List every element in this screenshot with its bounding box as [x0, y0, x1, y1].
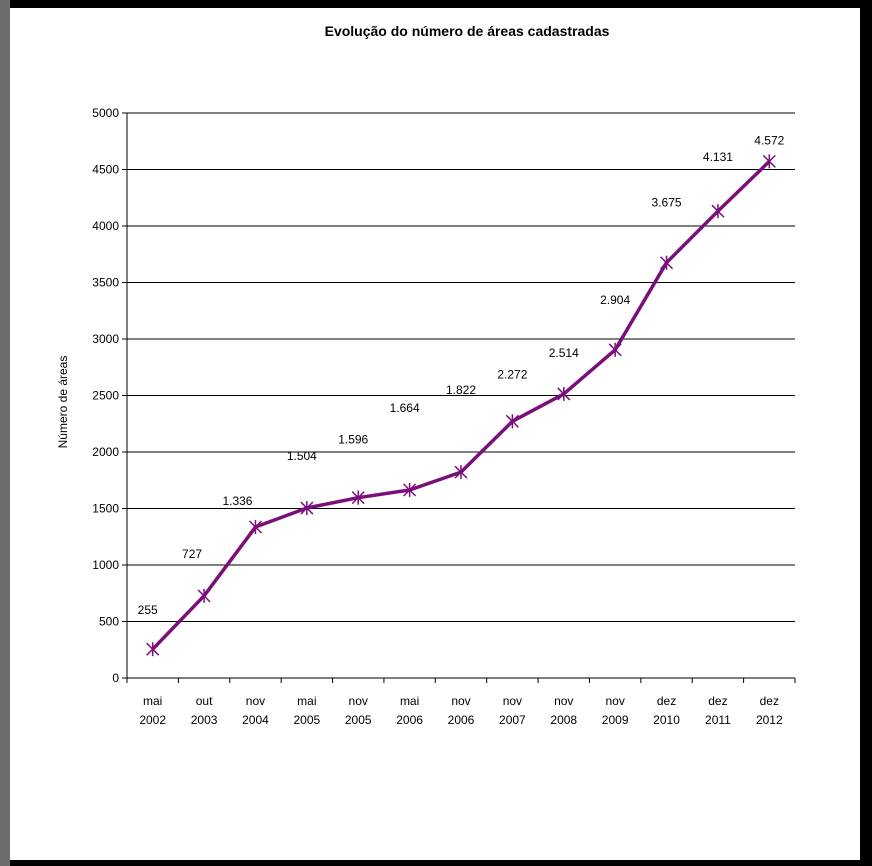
x-tick-label-year: 2008	[550, 713, 577, 727]
data-label: 4.131	[703, 150, 733, 164]
y-tick-label: 2000	[92, 445, 119, 459]
y-axis-label: Número de áreas	[56, 356, 70, 449]
data-marker	[505, 414, 519, 429]
x-tick-label-year: 2011	[705, 713, 731, 727]
data-label: 255	[138, 603, 158, 617]
x-tick-label-year: 2002	[139, 713, 166, 727]
data-marker	[248, 520, 262, 535]
data-marker	[660, 255, 674, 270]
y-tick-label: 3000	[92, 332, 119, 346]
data-label: 3.675	[652, 196, 682, 210]
x-tick-label-year: 2005	[293, 713, 320, 727]
y-tick-label: 4500	[92, 163, 119, 177]
axes	[122, 112, 796, 683]
x-tick-label-year: 2009	[602, 713, 629, 727]
x-tick-label-year: 2003	[191, 713, 218, 727]
data-marker	[762, 154, 776, 169]
y-tick-label: 2500	[92, 389, 119, 403]
chart-panel: Evolução do número de áreas cadastradas …	[10, 8, 860, 860]
x-tick-label-year: 2006	[396, 713, 423, 727]
data-marker	[454, 465, 468, 480]
x-tick-label-year: 2007	[499, 713, 526, 727]
series-line-path	[151, 160, 771, 651]
gridlines	[127, 112, 795, 622]
x-tick-labels: mai 2002 out 2003 nov 2004 mai 2005 nov 2005 mai 20…	[139, 694, 783, 727]
x-tick-label-year: 2005	[345, 713, 372, 727]
data-marker	[351, 490, 365, 505]
data-label: 1.336	[222, 494, 252, 508]
series-line	[151, 160, 771, 651]
x-tick-label-month: dez	[657, 694, 676, 708]
x-tick-label-year: 2006	[448, 713, 475, 727]
x-tick-label-month: nov	[246, 694, 265, 708]
x-tick-label-month: nov	[349, 694, 368, 708]
data-label: 1.504	[287, 449, 317, 463]
x-tick-label-month: nov	[503, 694, 522, 708]
data-marker	[146, 642, 160, 657]
data-marker	[711, 204, 725, 219]
y-tick-label: 4000	[92, 219, 119, 233]
x-tick-label-month: mai	[143, 694, 162, 708]
data-label: 2.904	[600, 293, 630, 307]
y-tick-label: 500	[99, 615, 119, 629]
x-tick-label-month: out	[196, 694, 213, 708]
line-chart: Evolução do número de áreas cadastradas …	[56, 23, 796, 727]
x-tick-label-year: 2012	[756, 713, 783, 727]
x-tick-label-month: mai	[400, 694, 419, 708]
chart-title: Evolução do número de áreas cadastradas	[325, 23, 610, 39]
data-label: 1.822	[446, 383, 476, 397]
y-tick-labels: 0 500 1000 1500 2000 2500 3000 3500 4000 4500 5000	[92, 106, 119, 685]
data-label: 1.664	[390, 401, 420, 415]
data-marker	[197, 588, 211, 603]
data-labels: 255 727 1.336 1.504 1.596 1.664 1.822 2.272 2.51…	[138, 133, 785, 617]
x-tick-label-year: 2004	[242, 713, 269, 727]
data-label: 2.272	[497, 367, 527, 381]
x-tick-label-month: nov	[605, 694, 624, 708]
x-tick-label-month: mai	[297, 694, 316, 708]
x-tick-label-month: dez	[760, 694, 779, 708]
data-label: 727	[182, 547, 202, 561]
data-label: 4.572	[754, 133, 784, 147]
data-marker	[403, 482, 417, 497]
x-tick-label-month: nov	[554, 694, 573, 708]
y-tick-label: 0	[112, 671, 119, 685]
x-tick-label-year: 2010	[653, 713, 680, 727]
left-border-strip	[0, 0, 10, 866]
data-marker	[300, 501, 314, 516]
x-tick-label-month: dez	[708, 694, 727, 708]
data-marker	[608, 342, 622, 357]
y-tick-label: 1000	[92, 558, 119, 572]
data-label: 2.514	[549, 346, 579, 360]
y-tick-label: 3500	[92, 276, 119, 290]
data-markers	[146, 154, 776, 657]
y-tick-label: 1500	[92, 502, 119, 516]
data-marker	[557, 386, 571, 401]
x-tick-label-month: nov	[451, 694, 470, 708]
data-label: 1.596	[338, 433, 368, 447]
y-tick-label: 5000	[92, 106, 119, 120]
